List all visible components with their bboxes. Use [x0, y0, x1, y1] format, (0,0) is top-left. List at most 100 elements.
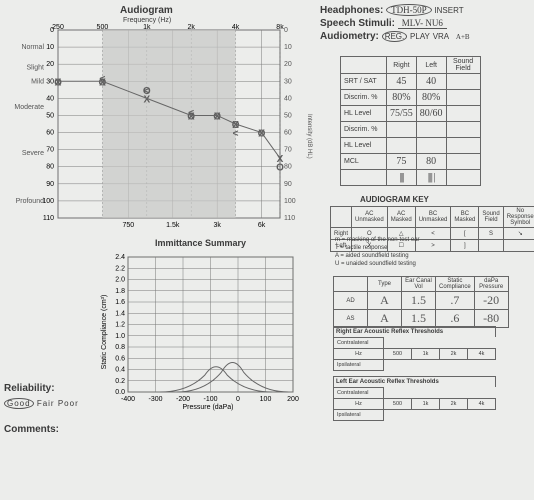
stimuli-row: Speech Stimuli: MLV- NU6: [320, 18, 530, 29]
speech-col-right: Right: [387, 57, 417, 74]
svg-text:0.4: 0.4: [115, 367, 125, 374]
headphones-label: Headphones:: [320, 5, 383, 16]
svg-text:0.2: 0.2: [115, 378, 125, 385]
speech-val-left: 80/60: [416, 106, 446, 122]
svg-text:10: 10: [46, 44, 54, 51]
audiometry-label: Audiometry:: [320, 31, 379, 42]
immittance-title: Immittance Summary: [155, 238, 246, 248]
svg-text:80: 80: [46, 164, 54, 171]
svg-text:-400: -400: [121, 396, 135, 403]
speech-val-left: 80: [416, 154, 446, 170]
tymp-vol: 1.5: [402, 310, 436, 328]
speech-row-label: HL Level: [341, 106, 387, 122]
svg-text:110: 110: [284, 215, 295, 222]
speech-val-right: 75: [387, 154, 417, 170]
svg-text:<: <: [188, 108, 194, 119]
audiogram-chart: OOOOOOOOXXXXXXXX<<<< 0010102020303040405…: [10, 24, 320, 234]
svg-text:1.0: 1.0: [115, 333, 125, 340]
speech-val-right: [387, 122, 417, 138]
svg-text:Intensity (dB HL): Intensity (dB HL): [306, 114, 312, 159]
svg-text:60: 60: [46, 130, 54, 137]
speech-tally-sf: [446, 170, 480, 186]
audiometry-row: Audiometry: REG. PLAY VRA A+B: [320, 31, 530, 42]
speech-tally-left: |||| |: [416, 170, 446, 186]
speech-val-left: 40: [416, 74, 446, 90]
svg-text:70: 70: [284, 147, 292, 154]
headphones-value: TDH-50P: [386, 4, 432, 16]
speech-tally-right: ||||: [387, 170, 417, 186]
svg-text:1.2: 1.2: [115, 322, 125, 329]
svg-text:1.4: 1.4: [115, 310, 125, 317]
speech-row-label: HL Level: [341, 138, 387, 154]
svg-text:90: 90: [46, 181, 54, 188]
reliability-fair: Fair: [37, 399, 55, 408]
svg-text:0.8: 0.8: [115, 344, 125, 351]
speech-val-sf: [446, 90, 480, 106]
stimuli-label: Speech Stimuli:: [320, 18, 395, 29]
tymp-sc: .6: [436, 310, 475, 328]
speech-col-blank: [341, 57, 387, 74]
svg-text:4k: 4k: [232, 24, 240, 31]
speech-val-sf: [446, 74, 480, 90]
svg-text:1k: 1k: [143, 24, 151, 31]
audiometry-opt-vra: VRA: [433, 32, 449, 41]
speech-table: Right Left Sound Field SRT / SAT 45 40 D…: [340, 56, 481, 186]
svg-text:Mild: Mild: [31, 78, 44, 85]
audiometry-note: A+B: [452, 33, 474, 41]
svg-text:0.6: 0.6: [115, 355, 125, 362]
svg-text:20: 20: [284, 61, 292, 68]
svg-text:X: X: [55, 77, 62, 88]
svg-text:500: 500: [97, 24, 109, 31]
svg-text:200: 200: [287, 396, 299, 403]
form-header: Headphones: TDH-50P INSERT Speech Stimul…: [320, 4, 530, 44]
svg-text:100: 100: [42, 198, 54, 205]
speech-val-left: 80%: [416, 90, 446, 106]
headphones-row: Headphones: TDH-50P INSERT: [320, 4, 530, 16]
svg-text:250: 250: [52, 24, 64, 31]
speech-row-label: Discrim. %: [341, 90, 387, 106]
svg-text:110: 110: [43, 215, 54, 222]
svg-text:1.6: 1.6: [115, 299, 125, 306]
speech-val-right: 75/55: [387, 106, 417, 122]
tymp-p: -80: [474, 310, 508, 328]
svg-text:90: 90: [284, 181, 292, 188]
speech-row-label: SRT / SAT: [341, 74, 387, 90]
svg-text:0: 0: [236, 396, 240, 403]
svg-text:0: 0: [284, 27, 288, 34]
speech-val-sf: [446, 154, 480, 170]
svg-text:40: 40: [46, 95, 54, 102]
svg-text:750: 750: [123, 222, 135, 229]
key-notes: m = masking of the non-test earT = tacti…: [335, 236, 420, 268]
speech-val-sf: [446, 122, 480, 138]
tymp-vol: 1.5: [402, 292, 436, 310]
speech-val-sf: [446, 106, 480, 122]
svg-text:X: X: [258, 129, 265, 140]
reliability-label: Reliability:: [4, 383, 55, 394]
audiogram-title: Audiogram: [120, 5, 173, 16]
svg-text:6k: 6k: [258, 222, 266, 229]
tymp-ear: AD: [334, 292, 368, 310]
comments-label: Comments:: [4, 424, 59, 435]
speech-row-label: Discrim. %: [341, 122, 387, 138]
svg-text:30: 30: [46, 78, 54, 85]
tymp-p: -20: [474, 292, 508, 310]
speech-val-left: [416, 138, 446, 154]
tymp-ear: AS: [334, 310, 368, 328]
svg-text:80: 80: [284, 164, 292, 171]
tymp-sc: .7: [436, 292, 475, 310]
audiogram-subtitle: Frequency (Hz): [123, 17, 171, 24]
immittance-chart: -400-300-200-10001002000.00.20.40.60.81.…: [98, 252, 303, 412]
speech-tally-label: [341, 170, 387, 186]
svg-text:2.4: 2.4: [115, 254, 125, 261]
speech-row-label: MCL: [341, 154, 387, 170]
svg-text:2.0: 2.0: [115, 277, 125, 284]
svg-text:Slight: Slight: [26, 65, 44, 72]
speech-val-right: [387, 138, 417, 154]
svg-text:10: 10: [284, 44, 292, 51]
svg-text:-200: -200: [176, 396, 190, 403]
svg-text:3k: 3k: [213, 222, 221, 229]
svg-text:1.5k: 1.5k: [166, 222, 180, 229]
speech-val-left: [416, 122, 446, 138]
svg-text:Profound: Profound: [16, 198, 45, 205]
reliability-good: Good: [4, 398, 34, 409]
